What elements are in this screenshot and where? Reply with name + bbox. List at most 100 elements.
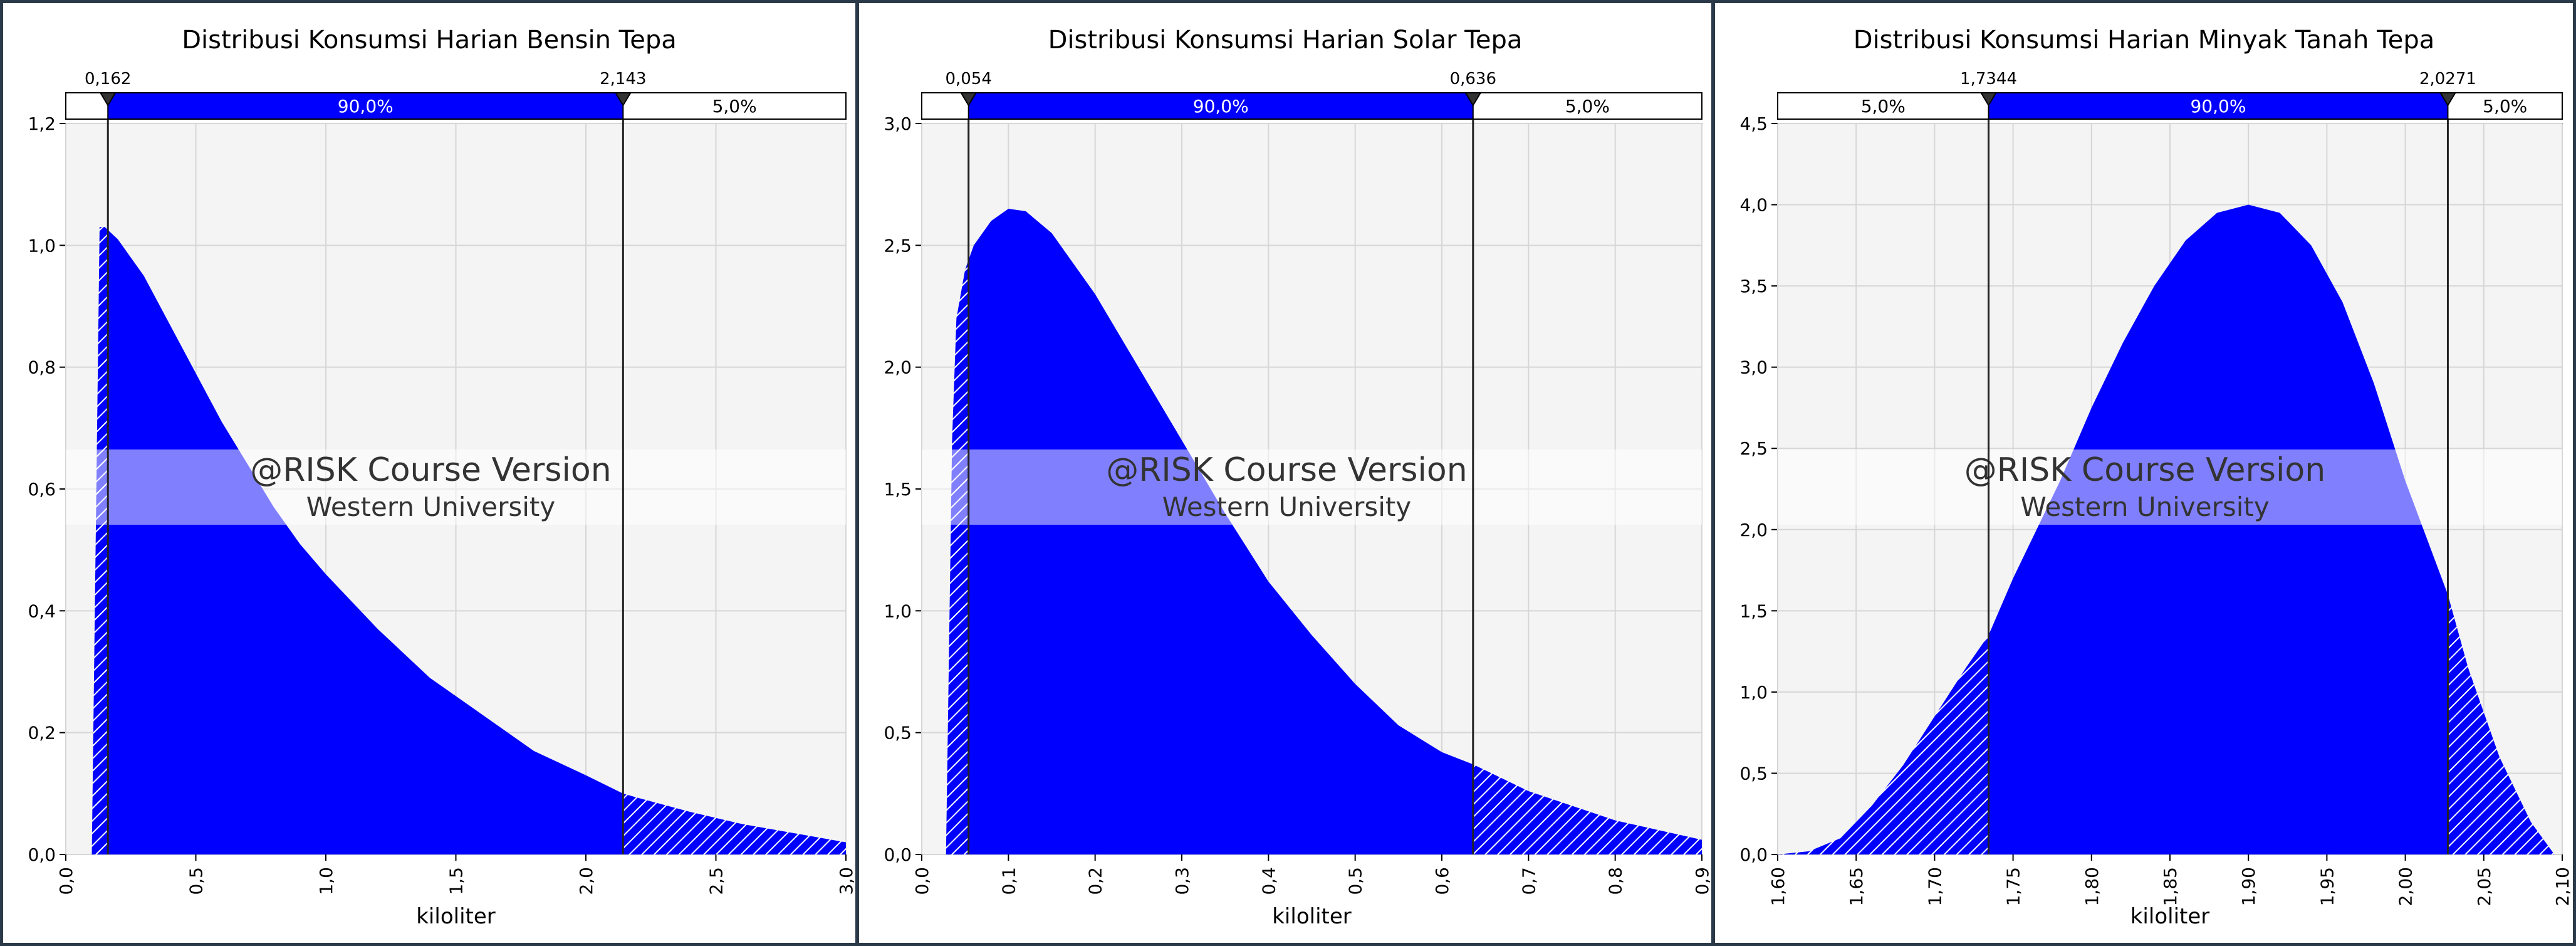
density-area-middle bbox=[968, 209, 1473, 854]
x-tick-label: 0,9 bbox=[1692, 867, 1711, 895]
x-tick-label: 1,85 bbox=[2160, 867, 2181, 906]
x-tick-label: 0,5 bbox=[186, 867, 207, 895]
x-tick-label: 0,6 bbox=[1432, 867, 1452, 895]
chart-panel-minyak-tanah: Distribusi Konsumsi Harian Minyak Tanah … bbox=[1712, 0, 2576, 946]
chart-svg: Distribusi Konsumsi Harian Bensin Tepa 0,… bbox=[28, 26, 855, 929]
chart-title: Distribusi Konsumsi Harian Solar Tepa bbox=[1048, 26, 1523, 55]
x-tick-label: 0,7 bbox=[1518, 867, 1539, 895]
y-tick-label: 0,5 bbox=[884, 723, 912, 744]
y-tick-label: 3,0 bbox=[884, 113, 912, 134]
density-area-left-tail bbox=[1778, 635, 1989, 854]
density-area-right-tail bbox=[1473, 764, 1702, 854]
y-tick-label: 1,0 bbox=[884, 601, 912, 621]
left-marker-label: 1,7344 bbox=[1960, 70, 2017, 88]
right-marker-label: 2,143 bbox=[600, 70, 646, 88]
x-tick-label: 0,4 bbox=[1258, 867, 1279, 895]
watermark-band bbox=[922, 449, 1702, 525]
density-area-right-tail bbox=[623, 793, 846, 854]
x-tick-label: 1,0 bbox=[316, 867, 336, 895]
x-axis-label: kiloliter bbox=[416, 904, 496, 929]
y-tick-label: 2,5 bbox=[884, 235, 912, 256]
x-tick-label: 1,75 bbox=[2003, 867, 2024, 906]
chart-panel-solar: Distribusi Konsumsi Harian Solar Tepa 0,0… bbox=[856, 0, 1714, 946]
x-tick-label: 3,0 bbox=[836, 867, 855, 895]
left-marker-handle[interactable] bbox=[959, 92, 978, 107]
y-tick-label: 1,0 bbox=[28, 235, 56, 256]
band-label-middle: 90,0% bbox=[338, 96, 394, 117]
y-tick-label: 2,0 bbox=[884, 357, 912, 378]
watermark-line2: Western University bbox=[2020, 491, 2269, 522]
density-area-middle bbox=[1988, 204, 2448, 854]
watermark-band bbox=[66, 449, 846, 525]
x-tick-label: 0,0 bbox=[56, 867, 76, 895]
y-tick-label: 0,0 bbox=[28, 844, 56, 865]
right-marker-handle[interactable] bbox=[1464, 92, 1482, 107]
band-label-middle: 90,0% bbox=[2191, 96, 2246, 117]
right-marker-handle[interactable] bbox=[2439, 92, 2457, 107]
y-tick-label: 0,0 bbox=[884, 844, 912, 865]
band-label-right: 5,0% bbox=[712, 96, 757, 117]
y-tick-label: 3,0 bbox=[1739, 357, 1768, 378]
x-tick-label: 1,60 bbox=[1768, 867, 1788, 906]
watermark-line2: Western University bbox=[306, 491, 555, 522]
x-tick-label: 1,65 bbox=[1846, 867, 1867, 906]
chart-title: Distribusi Konsumsi Harian Minyak Tanah … bbox=[1854, 26, 2434, 55]
x-tick-label: 0,5 bbox=[1345, 867, 1366, 895]
x-tick-label: 2,10 bbox=[2552, 867, 2573, 906]
percentile-bar-middle bbox=[107, 92, 624, 120]
y-tick-label: 3,5 bbox=[1739, 276, 1768, 297]
y-tick-label: 0,8 bbox=[28, 357, 56, 378]
y-tick-label: 0,2 bbox=[28, 723, 56, 744]
y-tick-label: 1,5 bbox=[884, 479, 912, 500]
y-tick-label: 1,2 bbox=[28, 113, 56, 134]
y-tick-label: 0,6 bbox=[28, 479, 56, 500]
x-axis-label: kiloliter bbox=[1272, 904, 1352, 929]
percentile-bar-middle bbox=[967, 92, 1474, 120]
chart-svg: Distribusi Konsumsi Harian Solar Tepa 0,0… bbox=[884, 26, 1711, 929]
chart-svg: Distribusi Konsumsi Harian Minyak Tanah … bbox=[1739, 26, 2573, 929]
chart-panel-bensin: Distribusi Konsumsi Harian Bensin Tepa 0,… bbox=[0, 0, 858, 946]
right-marker-label: 0,636 bbox=[1450, 70, 1496, 88]
right-marker-label: 2,0271 bbox=[2419, 70, 2476, 88]
y-tick-label: 2,5 bbox=[1739, 438, 1768, 459]
left-marker-label: 0,162 bbox=[85, 70, 131, 88]
band-label-middle: 90,0% bbox=[1193, 96, 1249, 117]
x-tick-label: 2,0 bbox=[576, 867, 597, 895]
y-tick-label: 4,5 bbox=[1739, 113, 1768, 134]
x-tick-label: 1,5 bbox=[446, 867, 467, 895]
y-tick-label: 0,5 bbox=[1739, 763, 1768, 784]
x-tick-label: 0,1 bbox=[998, 867, 1019, 895]
x-tick-label: 2,05 bbox=[2474, 867, 2495, 906]
y-tick-label: 1,0 bbox=[1739, 682, 1768, 703]
watermark-line2: Western University bbox=[1162, 491, 1411, 522]
density-area-middle bbox=[108, 229, 623, 854]
x-tick-label: 0,3 bbox=[1172, 867, 1192, 895]
left-marker-handle[interactable] bbox=[1979, 92, 1998, 107]
chart-title: Distribusi Konsumsi Harian Bensin Tepa bbox=[182, 26, 677, 55]
x-tick-label: 1,95 bbox=[2317, 867, 2337, 906]
y-tick-label: 1,5 bbox=[1739, 601, 1768, 621]
x-tick-label: 1,70 bbox=[1924, 867, 1945, 906]
left-marker-handle[interactable] bbox=[99, 92, 117, 107]
x-tick-label: 1,80 bbox=[2082, 867, 2102, 906]
y-tick-label: 2,0 bbox=[1739, 520, 1768, 540]
y-tick-label: 0,0 bbox=[1739, 844, 1768, 865]
watermark-line1: @RISK Course Version bbox=[1964, 451, 2325, 489]
watermark-line1: @RISK Course Version bbox=[250, 451, 611, 489]
x-axis-label: kiloliter bbox=[2130, 904, 2210, 929]
right-marker-handle[interactable] bbox=[614, 92, 632, 107]
x-tick-label: 2,5 bbox=[706, 867, 727, 895]
band-label-left: 5,0% bbox=[1861, 96, 1906, 117]
x-tick-label: 0,0 bbox=[912, 867, 932, 895]
x-tick-label: 2,00 bbox=[2396, 867, 2416, 906]
x-tick-label: 0,2 bbox=[1085, 867, 1106, 895]
density-area-left-tail bbox=[91, 227, 108, 854]
density-area-right-tail bbox=[2448, 594, 2555, 854]
x-tick-label: 0,8 bbox=[1605, 867, 1626, 895]
left-marker-label: 0,054 bbox=[945, 70, 991, 88]
band-label-right: 5,0% bbox=[1565, 96, 1610, 117]
watermark-band bbox=[1778, 449, 2562, 525]
x-tick-label: 1,90 bbox=[2238, 867, 2259, 906]
y-tick-label: 4,0 bbox=[1739, 195, 1768, 216]
